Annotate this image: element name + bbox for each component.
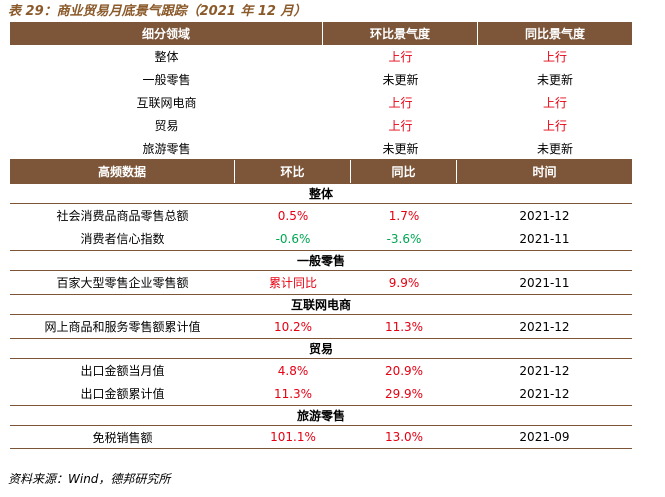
mom-value: 累计同比	[268, 276, 317, 290]
segment-row: 互联网电商 上行 上行	[10, 91, 632, 114]
time-value: 2021-12	[519, 363, 570, 378]
mom-sentiment: 上行	[388, 96, 413, 110]
table2-body: 整体社会消费品商品零售总额 0.5% 1.7% 2021-12 消费者信心指数 -0.6%…	[10, 183, 632, 449]
table1-body: 整体 上行 上行 一般零售 未更新 未更新 互联网电商 上行 上行 贸易 上行 上行 旅游零售 未更新 未更…	[10, 45, 632, 160]
indicator-name: 出口金额当月值	[80, 364, 165, 378]
header-yoy-sentiment: 同比景气度	[524, 27, 585, 41]
data-row: 百家大型零售企业零售额 累计同比 9.9% 2021-11	[10, 271, 632, 294]
yoy-sentiment: 未更新	[536, 73, 573, 87]
indicator-name: 网上商品和服务零售额累计值	[44, 320, 201, 334]
mom-sentiment: 未更新	[382, 73, 419, 87]
data-row: 社会消费品商品零售总额 0.5% 1.7% 2021-12	[10, 204, 632, 227]
time-value: 2021-12	[519, 208, 570, 223]
segment-name: 互联网电商	[136, 96, 197, 110]
section-title: 贸易	[10, 338, 632, 359]
yoy-value: 9.9%	[388, 275, 420, 290]
section-title: 一般零售	[10, 250, 632, 271]
mom-value: 0.5%	[277, 208, 309, 223]
header-mom: 环比	[235, 160, 351, 183]
time-value: 2021-09	[519, 430, 570, 444]
source-note: 资料来源：Wind，德邦研究所	[8, 472, 171, 486]
segment-name: 一般零售	[142, 73, 191, 87]
indicator-name: 免税销售额	[92, 430, 153, 445]
time-value: 2021-11	[519, 231, 570, 246]
indicator-name: 社会消费品商品零售总额	[56, 209, 189, 223]
header-segment: 细分领域	[10, 22, 323, 45]
mom-value: 4.8%	[277, 363, 309, 378]
time-value: 2021-12	[519, 386, 570, 401]
indicator-name: 出口金额累计值	[80, 387, 165, 401]
data-row: 网上商品和服务零售额累计值 10.2% 11.3% 2021-12	[10, 315, 632, 338]
time-value: 2021-11	[519, 275, 570, 290]
segment-row: 整体 上行 上行	[10, 45, 632, 68]
header-time: 时间	[532, 165, 557, 179]
mom-value: 10.2%	[273, 319, 313, 334]
header-yoy: 同比	[351, 160, 457, 183]
time-value: 2021-12	[519, 319, 570, 334]
yoy-sentiment: 上行	[542, 119, 567, 133]
segment-name: 旅游零售	[142, 141, 191, 156]
segment-row: 旅游零售 未更新 未更新	[10, 137, 632, 160]
segment-row: 一般零售 未更新 未更新	[10, 68, 632, 91]
segment-name: 贸易	[154, 119, 179, 133]
yoy-sentiment: 未更新	[536, 141, 573, 156]
header-mom-sentiment: 环比景气度	[323, 22, 478, 45]
yoy-value: 20.9%	[384, 363, 424, 378]
mom-value: 11.3%	[273, 386, 313, 401]
header-hf-data: 高频数据	[10, 160, 235, 183]
table2-header: 高频数据 环比 同比 时间	[10, 160, 632, 183]
mom-sentiment: 上行	[388, 50, 413, 64]
mom-value: -0.6%	[275, 231, 311, 246]
section-title: 整体	[10, 183, 632, 204]
section-title: 旅游零售	[10, 405, 632, 426]
yoy-sentiment: 上行	[542, 96, 567, 110]
section-title: 互联网电商	[10, 294, 632, 315]
segment-name: 整体	[154, 50, 179, 64]
data-row: 出口金额当月值 4.8% 20.9% 2021-12	[10, 359, 632, 382]
data-row: 出口金额累计值 11.3% 29.9% 2021-12	[10, 382, 632, 405]
yoy-value: 11.3%	[384, 319, 424, 334]
data-row: 免税销售额 101.1% 13.0% 2021-09	[10, 426, 632, 449]
table-title: 表 29：商业贸易月底景气跟踪（2021 年 12 月）	[8, 4, 307, 19]
mom-value: 101.1%	[270, 430, 316, 444]
yoy-value: -3.6%	[386, 231, 422, 246]
table1-header: 细分领域 环比景气度 同比景气度	[10, 22, 632, 45]
segment-row: 贸易 上行 上行	[10, 114, 632, 137]
indicator-name: 消费者信心指数	[80, 232, 165, 246]
data-row: 消费者信心指数 -0.6% -3.6% 2021-11	[10, 227, 632, 250]
indicator-name: 百家大型零售企业零售额	[56, 276, 189, 290]
mom-sentiment: 上行	[388, 119, 413, 133]
sentiment-table: 细分领域 环比景气度 同比景气度 整体 上行 上行 一般零售 未更新 未更新 互联网电商 上行…	[10, 22, 632, 449]
mom-sentiment: 未更新	[382, 141, 419, 156]
yoy-value: 29.9%	[384, 386, 424, 401]
yoy-sentiment: 上行	[542, 50, 567, 64]
yoy-value: 1.7%	[388, 208, 420, 223]
yoy-value: 13.0%	[384, 430, 424, 444]
